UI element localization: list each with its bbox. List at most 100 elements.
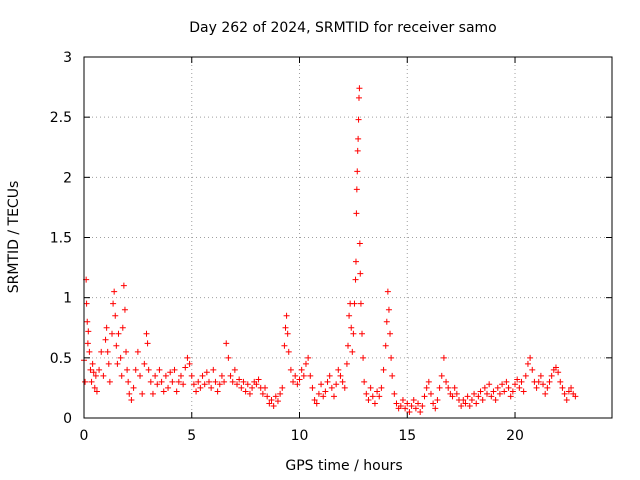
data-point bbox=[236, 376, 243, 383]
data-point bbox=[121, 306, 128, 313]
data-point bbox=[516, 384, 523, 391]
data-point bbox=[363, 390, 370, 397]
data-point bbox=[195, 378, 202, 385]
data-point bbox=[343, 360, 350, 367]
data-point bbox=[464, 393, 471, 400]
data-point bbox=[425, 378, 432, 385]
data-point bbox=[337, 372, 344, 379]
data-point bbox=[287, 366, 294, 373]
y-tick-label: 1.5 bbox=[50, 231, 72, 247]
data-point bbox=[533, 384, 540, 391]
data-point bbox=[432, 405, 439, 412]
data-point bbox=[96, 366, 103, 373]
data-point bbox=[283, 312, 290, 319]
data-point bbox=[514, 376, 521, 383]
data-point bbox=[494, 384, 501, 391]
data-point bbox=[544, 384, 551, 391]
data-point bbox=[468, 396, 475, 403]
data-point bbox=[114, 360, 121, 367]
data-point bbox=[503, 378, 510, 385]
data-point bbox=[326, 372, 333, 379]
data-point bbox=[318, 381, 325, 388]
data-point bbox=[371, 400, 378, 407]
data-point bbox=[365, 396, 372, 403]
data-point bbox=[367, 384, 374, 391]
data-point bbox=[354, 168, 361, 175]
data-point bbox=[419, 402, 426, 409]
data-point bbox=[160, 388, 167, 395]
y-tick-label: 1 bbox=[63, 291, 72, 307]
data-point bbox=[353, 210, 360, 217]
data-point bbox=[290, 378, 297, 385]
data-point bbox=[440, 354, 447, 361]
data-point bbox=[285, 348, 292, 355]
data-point bbox=[378, 384, 385, 391]
data-point bbox=[167, 369, 174, 376]
data-point bbox=[93, 388, 100, 395]
data-point bbox=[214, 388, 221, 395]
data-point bbox=[348, 324, 355, 331]
y-tick-label: 2 bbox=[63, 170, 72, 186]
data-point bbox=[518, 378, 525, 385]
data-point bbox=[117, 354, 124, 361]
data-point bbox=[92, 372, 99, 379]
grid bbox=[84, 57, 612, 418]
data-point bbox=[132, 366, 139, 373]
data-point bbox=[512, 381, 519, 388]
data-point bbox=[324, 378, 331, 385]
data-point bbox=[473, 400, 480, 407]
data-point bbox=[453, 390, 460, 397]
data-point bbox=[309, 384, 316, 391]
data-point bbox=[402, 405, 409, 412]
data-point bbox=[134, 348, 141, 355]
data-point bbox=[109, 330, 116, 337]
data-point bbox=[212, 378, 219, 385]
data-point bbox=[540, 381, 547, 388]
data-point bbox=[322, 388, 329, 395]
data-point bbox=[333, 381, 340, 388]
data-point bbox=[356, 240, 363, 247]
data-point bbox=[542, 390, 549, 397]
data-point bbox=[499, 381, 506, 388]
data-point bbox=[445, 384, 452, 391]
data-point bbox=[391, 390, 398, 397]
data-point bbox=[408, 402, 415, 409]
data-point bbox=[255, 376, 262, 383]
data-point bbox=[173, 388, 180, 395]
data-point bbox=[481, 384, 488, 391]
data-point bbox=[492, 396, 499, 403]
data-point bbox=[563, 396, 570, 403]
data-point bbox=[294, 381, 301, 388]
data-point bbox=[346, 312, 353, 319]
data-point bbox=[249, 384, 256, 391]
data-point bbox=[205, 378, 212, 385]
data-point bbox=[284, 330, 291, 337]
data-point bbox=[190, 381, 197, 388]
data-point bbox=[169, 378, 176, 385]
data-point bbox=[305, 354, 312, 361]
data-point bbox=[128, 396, 135, 403]
data-point bbox=[369, 393, 376, 400]
data-point bbox=[197, 384, 204, 391]
data-point bbox=[86, 348, 93, 355]
data-point bbox=[208, 384, 215, 391]
data-point bbox=[188, 372, 195, 379]
data-point bbox=[221, 378, 228, 385]
x-tick-label: 20 bbox=[506, 428, 524, 444]
data-point bbox=[505, 384, 512, 391]
data-point bbox=[281, 342, 288, 349]
data-point bbox=[552, 364, 559, 371]
data-point bbox=[105, 360, 112, 367]
data-point bbox=[229, 378, 236, 385]
data-point bbox=[451, 384, 458, 391]
data-point bbox=[355, 116, 362, 123]
data-point bbox=[501, 388, 508, 395]
data-point bbox=[298, 366, 305, 373]
data-point bbox=[361, 378, 368, 385]
data-point bbox=[124, 366, 131, 373]
data-point bbox=[475, 393, 482, 400]
data-point bbox=[302, 360, 309, 367]
data-point bbox=[130, 384, 137, 391]
data-point bbox=[103, 324, 110, 331]
data-point bbox=[509, 388, 516, 395]
